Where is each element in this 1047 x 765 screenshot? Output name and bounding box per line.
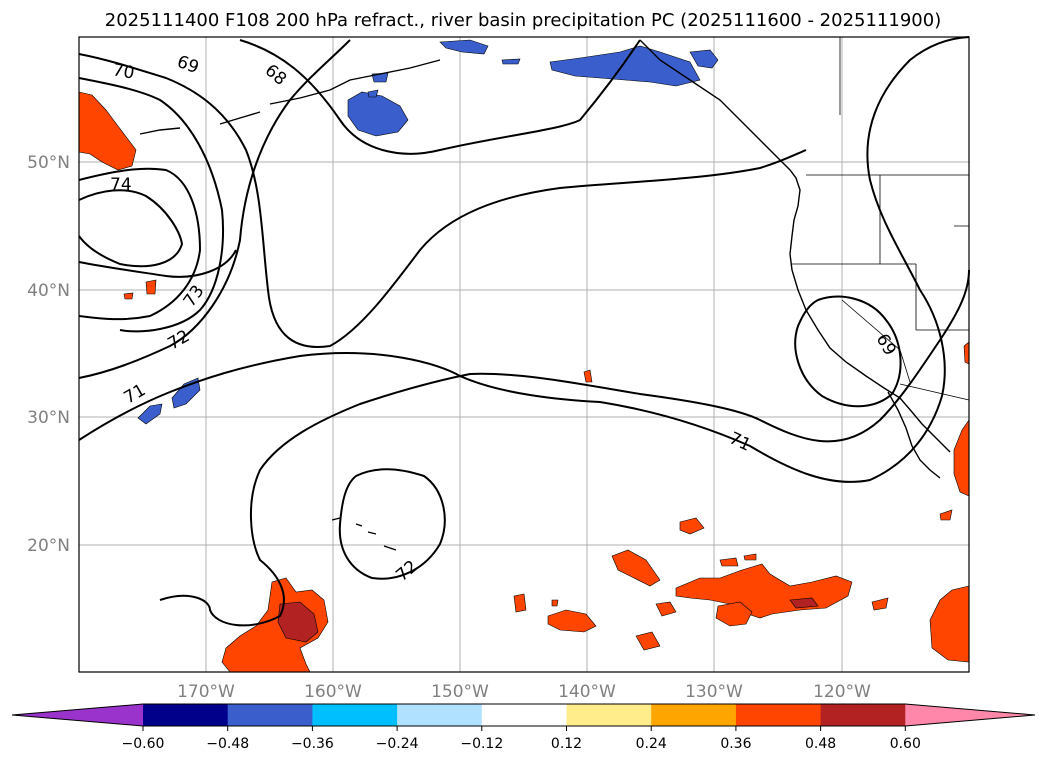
lat-label-40n: 40°N [27,281,70,301]
colorbar-tick-label: −0.24 [376,736,419,752]
colorbar-tick-label: −0.12 [460,736,503,752]
darkred-patch-central-east [789,597,819,609]
colorbar-tick-label: 0.24 [636,736,667,752]
refractivity-contours [78,36,970,627]
graticule [79,37,969,672]
contour-72-south [159,269,970,627]
baja-california [887,391,941,479]
colorbar-segment [227,704,313,726]
red-patch-small-9 [635,631,661,651]
colorbar-segment [481,704,567,726]
lon-label-140w: 140°W [558,682,616,702]
lon-label-120w: 120°W [813,682,871,702]
red-patch-small-12 [743,553,757,561]
map-background [79,37,969,672]
blue-patch-5 [367,89,379,98]
map-panel: 70 69 68 74 73 72 71 71 69 72 [78,36,970,673]
contour-label-70: 70 [111,60,136,83]
lon-label-170w: 170°W [177,682,235,702]
colorbar-extend-high [905,704,1035,726]
colorbar-segment [143,704,229,726]
red-patch-8 [611,549,661,587]
darkred-patch-south-west [277,601,319,643]
red-patch-small-5 [551,599,559,607]
red-patch-small-3 [513,593,527,613]
map-title: 2025111400 F108 200 hPa refract., river … [105,10,941,31]
colorbar-segment [397,704,483,726]
colorbar-tick-label: 0.36 [720,736,751,752]
contour-72-hawaii [338,468,446,580]
contour-68 [239,39,641,155]
red-patch-small-4 [547,609,597,633]
contour-74 [78,189,184,268]
blue-patch-6 [171,377,201,409]
lat-label-30n: 30°N [27,408,70,428]
contour-71 [78,36,970,483]
colorbar-extend-low [12,704,143,726]
lat-label-20n: 20°N [27,536,70,556]
red-patch-small-14 [871,597,889,611]
colorbar-segment [651,704,737,726]
latitude-labels: 50°N 40°N 30°N 20°N [27,153,70,556]
contour-74-inner [78,249,237,278]
blue-patch-1 [439,39,489,55]
red-patch-small-6 [583,369,593,383]
longitude-labels: 170°W 160°W 150°W 140°W 130°W 120°W [177,682,871,702]
lon-label-160w: 160°W [304,682,362,702]
red-patch-small-10 [655,601,677,617]
colorbar: −0.60 −0.48 −0.36 −0.24 −0.12 0.12 0.24 0.36 0.4… [11,703,1036,752]
colorbar-tick-label: 0.48 [805,736,836,752]
red-patch-small-15 [963,341,970,365]
colorbar-segment [820,704,906,726]
contour-70 [78,77,225,333]
colorbar-segment [566,704,652,726]
colorbar-tick-label: 0.60 [890,736,921,752]
negative-anomaly-areas [137,39,719,425]
colorbar-tick-label: −0.48 [206,736,249,752]
blue-patch-7 [137,403,163,425]
positive-anomaly-areas [78,91,970,673]
lon-label-130w: 130°W [685,682,743,702]
aleutian-far-west [139,127,181,135]
contour-69-california [794,295,902,408]
red-patch-11 [715,601,753,627]
red-patch-small-16 [939,509,953,521]
contour-69 [78,53,807,348]
colorbar-segment [312,704,398,726]
contour-73 [78,167,202,321]
aleutian-islands [269,59,441,105]
blue-patch-gulf-of-alaska [549,45,701,87]
colorbar-tick-label: 0.12 [551,736,582,752]
contour-label-74: 74 [110,175,132,195]
red-patch-small-13 [719,557,739,567]
hawaiian-islands [331,517,397,551]
colorbar-tick-label: −0.60 [122,736,165,752]
us-mexico-border [899,383,970,401]
lat-label-50n: 50°N [27,153,70,173]
map-frame [78,36,970,673]
blue-patch-3 [689,49,719,69]
lon-label-150w: 150°W [431,682,489,702]
red-patch-small-2 [123,292,134,300]
red-patch-west-north [78,91,137,171]
red-patch-small-7 [679,517,705,535]
blue-patch-2 [501,58,521,65]
colorbar-tick-label: −0.36 [291,736,334,752]
alaska-panhandle-coast [639,39,781,161]
red-patch-small-1 [145,279,157,295]
contour-72 [78,39,351,379]
colorbar-segment [735,704,822,726]
